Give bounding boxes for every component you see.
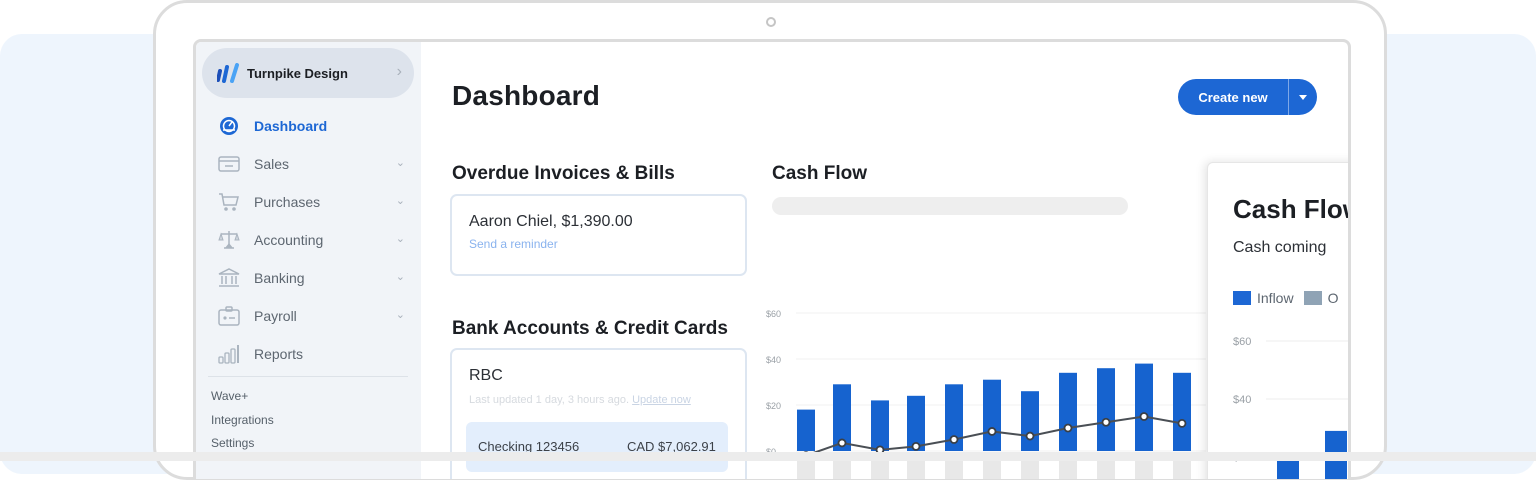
main-content: Dashboard Create new Overdue Invoices & … <box>421 42 1348 479</box>
sidebar-item-accounting[interactable]: Accounting ⌄ <box>196 221 421 259</box>
inflow-bar[interactable] <box>907 395 925 451</box>
create-new-split-button: Create new <box>1178 79 1317 115</box>
app-screen: Turnpike Design › Dashboard Sales ⌄ <box>193 39 1351 479</box>
business-name: Turnpike Design <box>247 65 348 81</box>
create-new-dropdown-button[interactable] <box>1289 94 1317 100</box>
sidebar-divider <box>208 376 408 377</box>
net-point[interactable] <box>911 441 921 451</box>
sidebar-secondary-links: Wave+ Integrations Settings <box>211 385 274 456</box>
bank-section-title: Bank Accounts & Credit Cards <box>452 318 728 339</box>
legend-label-inflow: Inflow <box>1257 290 1294 306</box>
inflow-bar[interactable] <box>1173 372 1191 451</box>
net-point[interactable] <box>987 427 997 436</box>
sidebar-nav: Dashboard Sales ⌄ Purchases ⌄ <box>196 107 421 373</box>
cashflow-detail-card: Cash Flow Cash coming Inflow O $60$40$20 <box>1207 162 1351 479</box>
inflow-bar[interactable] <box>1135 363 1153 451</box>
net-point[interactable] <box>1177 418 1187 428</box>
net-point[interactable] <box>1139 412 1149 421</box>
dashboard-gauge-icon <box>218 115 240 137</box>
y-axis-tick: $40 <box>1233 394 1251 406</box>
sidebar-item-purchases[interactable]: Purchases ⌄ <box>196 183 421 221</box>
sidebar: Turnpike Design › Dashboard Sales ⌄ <box>196 42 421 479</box>
inflow-swatch <box>1233 291 1251 305</box>
bar-chart-icon <box>218 343 240 365</box>
overdue-section-title: Overdue Invoices & Bills <box>452 163 675 184</box>
sidebar-link-wave-plus[interactable]: Wave+ <box>211 389 249 403</box>
y-axis-tick: $60 <box>766 309 781 319</box>
shopping-cart-icon <box>218 191 240 213</box>
inflow-bar[interactable] <box>871 400 889 451</box>
laptop-base <box>0 452 1536 461</box>
business-switcher[interactable]: Turnpike Design › <box>202 48 414 98</box>
laptop-frame: Turnpike Design › Dashboard Sales ⌄ <box>153 0 1387 480</box>
create-new-button[interactable]: Create new <box>1198 89 1268 105</box>
detail-card-subtitle: Cash coming <box>1233 239 1327 256</box>
bank-icon <box>218 267 240 289</box>
detail-card-title: Cash Flow <box>1233 194 1351 224</box>
sidebar-item-label: Accounting <box>254 232 324 248</box>
overdue-invoice-text: Aaron Chiel, $1,390.00 <box>469 213 633 230</box>
bank-last-updated: Last updated 1 day, 3 hours ago. Update … <box>469 394 691 406</box>
scales-icon <box>218 229 240 251</box>
net-point[interactable] <box>837 438 847 448</box>
outflow-swatch <box>1303 291 1322 305</box>
button-divider <box>1288 79 1289 115</box>
sidebar-item-dashboard[interactable]: Dashboard <box>196 107 421 145</box>
last-updated-text: Last updated 1 day, 3 hours ago. <box>469 394 630 406</box>
sidebar-item-banking[interactable]: Banking ⌄ <box>196 259 421 297</box>
inflow-bar[interactable] <box>1097 368 1115 451</box>
caret-down-icon <box>1299 94 1307 100</box>
camera-icon <box>766 17 776 27</box>
inflow-bar[interactable] <box>1021 391 1039 451</box>
inflow-bar[interactable] <box>945 384 963 451</box>
sidebar-item-label: Purchases <box>254 194 321 210</box>
bank-account-row[interactable]: Checking 123456 CAD $7,062.91 <box>466 422 728 472</box>
y-axis-tick: $40 <box>766 355 781 365</box>
sidebar-item-label: Dashboard <box>254 118 328 134</box>
cashflow-chart: $60$40$20$0$-20 <box>766 309 1206 479</box>
sidebar-item-label: Banking <box>254 270 305 286</box>
send-reminder-link[interactable]: Send a reminder <box>469 237 558 251</box>
cashflow-section-title: Cash Flow <box>772 163 868 184</box>
sidebar-item-label: Reports <box>254 346 304 362</box>
y-axis-tick: $20 <box>766 401 781 411</box>
account-name: Checking 123456 <box>478 439 580 454</box>
cashflow-loading-placeholder <box>772 197 1128 215</box>
inflow-bar[interactable] <box>1277 459 1299 479</box>
y-axis-tick: $60 <box>1233 336 1251 348</box>
credit-card-icon <box>218 153 240 175</box>
chevron-down-icon: ⌄ <box>395 271 405 283</box>
sidebar-item-reports[interactable]: Reports <box>196 335 421 373</box>
sidebar-link-integrations[interactable]: Integrations <box>211 412 274 427</box>
overdue-invoice-card: Aaron Chiel, $1,390.00 Send a reminder <box>450 194 747 276</box>
update-now-link[interactable]: Update now <box>632 394 691 406</box>
sidebar-item-sales[interactable]: Sales ⌄ <box>196 145 421 183</box>
sidebar-item-label: Payroll <box>254 308 297 324</box>
chevron-down-icon: ⌄ <box>395 157 405 169</box>
sidebar-link-settings[interactable]: Settings <box>211 436 255 450</box>
net-point[interactable] <box>949 435 959 444</box>
sidebar-item-label: Sales <box>254 156 290 172</box>
inflow-bar[interactable] <box>833 384 851 451</box>
inflow-bar[interactable] <box>797 409 815 451</box>
chevron-down-icon: ⌄ <box>395 233 405 245</box>
inflow-bar[interactable] <box>983 379 1001 451</box>
sidebar-item-payroll[interactable]: Payroll ⌄ <box>196 297 421 335</box>
legend-label-outflow: O <box>1327 290 1339 306</box>
inflow-bar[interactable] <box>1059 372 1077 451</box>
net-point[interactable] <box>1025 431 1035 441</box>
page-title: Dashboard <box>452 80 601 111</box>
account-balance: CAD $7,062.91 <box>627 439 716 454</box>
id-badge-icon <box>218 305 240 327</box>
bank-institution-name: RBC <box>469 367 503 384</box>
chevron-down-icon: ⌄ <box>395 309 405 321</box>
net-point[interactable] <box>1063 423 1073 433</box>
chevron-down-icon: ⌄ <box>395 195 405 207</box>
net-point[interactable] <box>1101 417 1111 427</box>
wave-logo-icon <box>217 63 239 83</box>
chart-legend: Inflow O <box>1233 290 1338 306</box>
chevron-right-icon: › <box>396 63 402 80</box>
